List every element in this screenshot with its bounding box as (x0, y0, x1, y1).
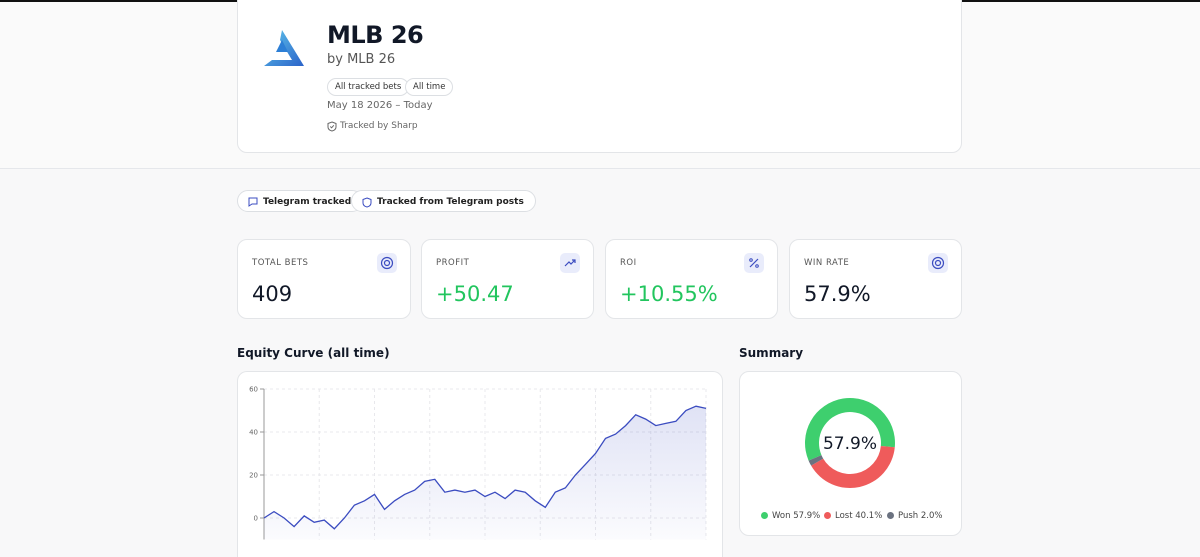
legend-swatch (824, 512, 831, 519)
y-tick-label: 40 (249, 429, 258, 437)
equity-area (264, 406, 706, 540)
legend-label: Won (772, 511, 791, 521)
tracked-note: Tracked by Sharp (340, 121, 418, 131)
legend-swatch (887, 512, 894, 519)
stat-label: WIN RATE (804, 258, 850, 268)
byline: by MLB 26 (327, 52, 396, 67)
stat-card: ROI +10.55% (605, 239, 778, 319)
filter-chip[interactable]: All time (405, 78, 454, 96)
trend-icon (560, 253, 580, 273)
date-range: May 18 2026 – Today (327, 100, 433, 111)
shield-icon (362, 197, 372, 208)
target-icon (377, 253, 397, 273)
legend-item: Push 2.0% (887, 511, 943, 521)
stat-label: ROI (620, 258, 637, 268)
legend-label: Lost (835, 511, 853, 521)
legend-value: 40.1% (855, 511, 883, 521)
badge: Telegram tracked (237, 190, 364, 212)
section-title: Equity Curve (all time) (237, 346, 390, 360)
profile-title: MLB 26 (327, 21, 424, 49)
equity-line (263, 405, 707, 530)
stat-label: TOTAL BETS (252, 258, 309, 268)
donut-segment (808, 455, 824, 466)
legend-item: Lost 40.1% (824, 511, 882, 521)
percent-icon (744, 253, 764, 273)
legend-value: 57.9% (793, 511, 821, 521)
target-icon (928, 253, 948, 273)
badge-text: Tracked from Telegram posts (377, 197, 524, 207)
stat-card: WIN RATE 57.9% (789, 239, 962, 319)
donut-segment (811, 445, 895, 488)
stat-value: +50.47 (436, 282, 514, 306)
stat-label: PROFIT (436, 258, 470, 268)
stat-card: PROFIT +50.47 (421, 239, 594, 319)
logo (264, 30, 304, 66)
legend-label: Push (898, 511, 919, 521)
stat-value: 57.9% (804, 282, 871, 306)
chat-icon (248, 197, 258, 207)
y-tick-label: 20 (249, 472, 258, 480)
profile-card (237, 0, 962, 153)
stat-value: +10.55% (620, 282, 718, 306)
filter-chip[interactable]: All tracked bets (327, 78, 410, 96)
section-title: Summary (739, 346, 804, 360)
shield-icon (327, 121, 337, 132)
badge-text: Telegram tracked (263, 197, 352, 207)
stat-value: 409 (252, 282, 293, 306)
y-tick-label: 60 (249, 386, 258, 394)
legend-swatch (761, 512, 768, 519)
stat-card: TOTAL BETS 409 (237, 239, 411, 319)
badge: Tracked from Telegram posts (351, 190, 536, 212)
donut-segment (804, 397, 895, 461)
legend-item: Won 57.9% (761, 511, 820, 521)
donut-center-label: 57.9% (823, 434, 877, 454)
y-tick-label: 0 (254, 515, 258, 523)
legend-value: 2.0% (920, 511, 943, 521)
